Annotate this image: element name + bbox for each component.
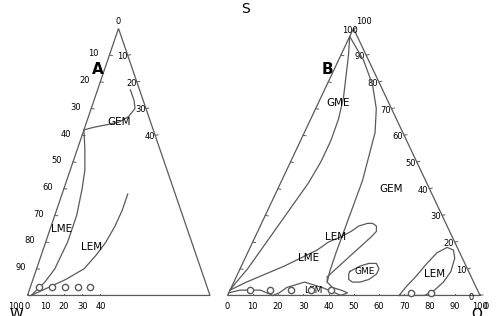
Text: LME: LME — [298, 253, 319, 263]
Text: 0: 0 — [25, 302, 30, 311]
Text: 90: 90 — [16, 263, 26, 272]
Text: LEM: LEM — [304, 286, 322, 295]
Text: 80: 80 — [424, 302, 435, 311]
Text: 80: 80 — [368, 79, 378, 88]
Text: 10: 10 — [117, 52, 128, 61]
Text: GEM: GEM — [108, 117, 131, 127]
Text: 30: 30 — [298, 302, 308, 311]
Text: 10: 10 — [248, 302, 258, 311]
Text: W: W — [10, 307, 24, 316]
Text: 30: 30 — [70, 103, 80, 112]
Text: 80: 80 — [24, 236, 35, 245]
Text: GEM: GEM — [380, 184, 404, 194]
Text: 30: 30 — [430, 212, 441, 222]
Text: 50: 50 — [348, 302, 359, 311]
Text: 60: 60 — [42, 183, 53, 192]
Text: 30: 30 — [77, 302, 88, 311]
Text: 40: 40 — [144, 132, 155, 141]
Text: 20: 20 — [59, 302, 69, 311]
Text: 40: 40 — [95, 302, 106, 311]
Text: 20: 20 — [126, 79, 136, 88]
Text: 100: 100 — [356, 17, 372, 26]
Text: 10: 10 — [40, 302, 51, 311]
Text: O: O — [472, 307, 482, 316]
Text: 90: 90 — [450, 302, 460, 311]
Text: 10: 10 — [88, 49, 99, 58]
Text: 60: 60 — [392, 132, 403, 141]
Text: 0: 0 — [483, 302, 488, 311]
Text: B: B — [322, 62, 334, 77]
Text: 0: 0 — [468, 293, 474, 301]
Text: 40: 40 — [323, 302, 334, 311]
Text: 10: 10 — [456, 266, 466, 275]
Text: 50: 50 — [406, 159, 416, 168]
Text: 50: 50 — [52, 156, 62, 165]
Text: LEM: LEM — [424, 269, 445, 279]
Text: 100: 100 — [472, 302, 488, 311]
Text: 90: 90 — [354, 52, 365, 61]
Text: 0: 0 — [116, 17, 121, 26]
Text: 70: 70 — [399, 302, 409, 311]
Text: 100: 100 — [342, 26, 358, 34]
Text: 100: 100 — [8, 302, 24, 311]
Text: 60: 60 — [374, 302, 384, 311]
Text: 20: 20 — [443, 239, 454, 248]
Text: 20: 20 — [79, 76, 90, 85]
Text: 30: 30 — [135, 105, 146, 114]
Text: A: A — [92, 62, 104, 77]
Text: GME: GME — [355, 267, 376, 276]
Text: LEM: LEM — [326, 232, 346, 242]
Text: 0: 0 — [225, 302, 230, 311]
Text: 70: 70 — [34, 210, 44, 219]
Text: 20: 20 — [273, 302, 283, 311]
Text: 40: 40 — [418, 186, 428, 195]
Text: 70: 70 — [380, 106, 390, 115]
Text: LME: LME — [50, 224, 72, 234]
Text: S: S — [240, 2, 250, 16]
Text: 40: 40 — [61, 130, 72, 138]
Text: LEM: LEM — [81, 242, 102, 252]
Text: GME: GME — [326, 98, 350, 108]
